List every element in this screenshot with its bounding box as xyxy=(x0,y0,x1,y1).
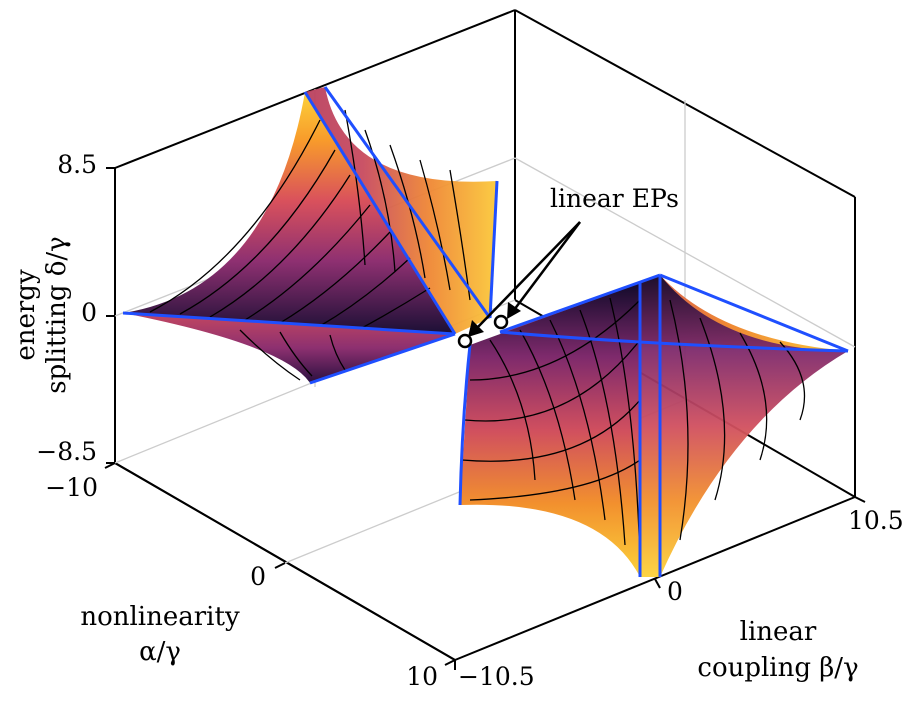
z-axis: 8.5 0 −8.5 energy splitting δ/γ xyxy=(11,150,115,466)
mesh-line xyxy=(669,299,689,541)
mesh-line xyxy=(149,119,321,313)
mesh-line xyxy=(279,231,391,324)
bottom-left-frame xyxy=(114,462,456,661)
edge-line xyxy=(499,330,849,353)
x-tick-label: 10 xyxy=(406,662,438,691)
y-tick-label: 10.5 xyxy=(848,506,904,535)
annotation-arrowhead xyxy=(507,302,521,319)
mesh-line xyxy=(464,339,641,422)
edge-line xyxy=(122,311,456,336)
mesh-line xyxy=(519,329,576,501)
x-tick xyxy=(444,659,456,666)
mesh-line xyxy=(209,174,351,318)
mesh-line xyxy=(469,299,641,381)
y-axis-label: coupling β/γ xyxy=(697,653,858,683)
edge-line xyxy=(458,344,472,506)
edge-line xyxy=(659,273,849,353)
x-tick-label: 0 xyxy=(250,562,266,591)
edge-line xyxy=(499,273,661,334)
y-axis: −10.5 0 10.5 linear coupling β/γ xyxy=(454,496,904,691)
surface-left-back-sheet xyxy=(305,87,497,334)
z-tick-label: −8.5 xyxy=(36,437,97,466)
mesh-line xyxy=(579,309,626,546)
surface-left-edges xyxy=(122,86,499,385)
mesh-line xyxy=(461,399,641,462)
mesh-line xyxy=(344,109,366,266)
x-tick xyxy=(274,562,286,569)
bottom-right-frame xyxy=(454,496,856,661)
z-axis-label: energy xyxy=(11,269,41,361)
surface-right-front-sheet xyxy=(460,283,640,577)
mesh-line xyxy=(244,204,371,321)
surface-left-front-sheet xyxy=(123,92,455,334)
mesh-line xyxy=(389,144,426,279)
mesh-line xyxy=(469,459,641,501)
x-axis-label: α/γ xyxy=(139,637,181,667)
mesh-line xyxy=(489,339,536,481)
z-tick-label: 0 xyxy=(81,298,97,327)
surface-left xyxy=(122,86,499,385)
ep-marker xyxy=(457,333,473,349)
surface-left-mesh xyxy=(149,109,471,381)
mesh-line xyxy=(329,334,346,371)
mesh-line xyxy=(364,129,396,273)
mesh-line xyxy=(549,319,606,521)
edge-line xyxy=(488,180,499,319)
z-axis-label: splitting δ/γ xyxy=(42,236,72,393)
annotation-arrow xyxy=(475,221,581,330)
mesh-line xyxy=(319,257,411,327)
mesh-line xyxy=(419,159,451,291)
mesh-line xyxy=(609,297,641,561)
annotation-arrowhead xyxy=(468,320,484,337)
y-tick xyxy=(654,578,661,589)
ep-marker xyxy=(493,314,509,330)
x-axis: −10 0 10 nonlinearity α/γ xyxy=(45,462,456,691)
annotation-arrow xyxy=(513,221,581,311)
surface-right-edges xyxy=(458,273,849,577)
x-axis-label: nonlinearity xyxy=(80,602,240,632)
mesh-line xyxy=(359,287,431,330)
z-tick-label: 8.5 xyxy=(57,150,97,179)
edge-line xyxy=(309,332,456,385)
mesh-line xyxy=(179,149,336,315)
surface-right-back-sheet xyxy=(640,275,848,577)
surface-right xyxy=(458,273,849,577)
edge-line xyxy=(303,91,457,335)
y-tick-label: −10.5 xyxy=(458,662,535,691)
mesh-line xyxy=(279,331,313,377)
x-tick-label: −10 xyxy=(45,473,98,502)
y-tick-label: 0 xyxy=(667,577,683,606)
surface-left-lower-sheet xyxy=(123,313,455,383)
edge-line xyxy=(323,86,492,319)
annotation-text: linear EPs xyxy=(550,184,679,213)
mesh-line xyxy=(239,329,301,381)
y-axis-label: linear xyxy=(740,617,817,647)
ep-annotation: linear EPs xyxy=(457,184,679,349)
mesh-line xyxy=(699,317,726,501)
surface-right-mesh xyxy=(461,297,806,561)
x-tick xyxy=(104,462,116,469)
y-tick xyxy=(854,496,866,503)
